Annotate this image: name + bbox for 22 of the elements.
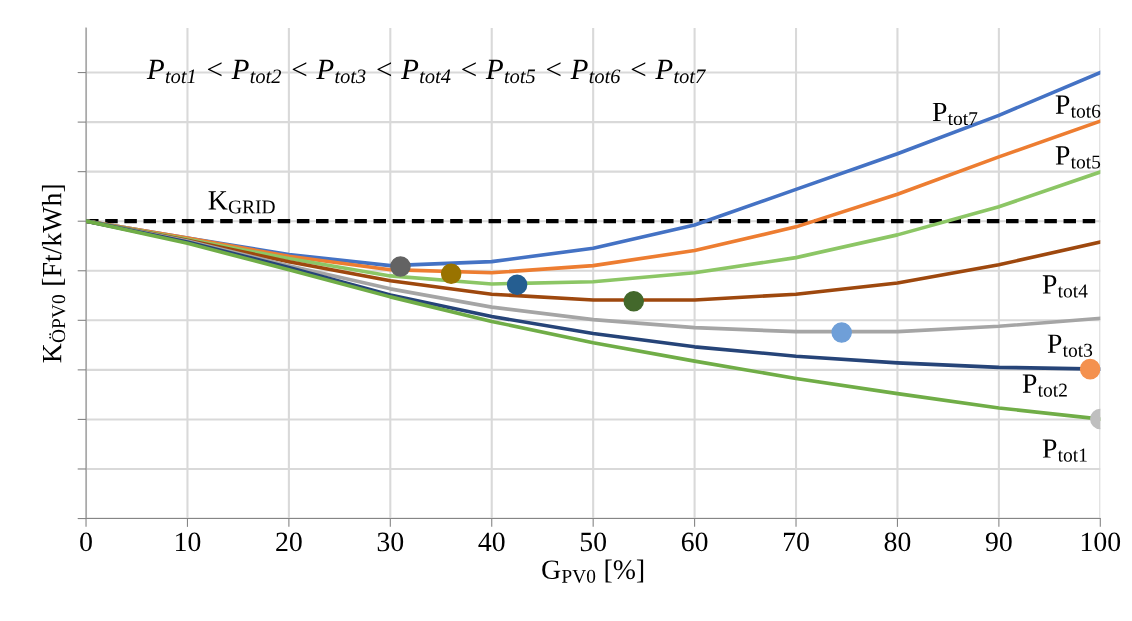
x-tick-label: 90: [985, 532, 1012, 552]
x-tick-label: 30: [377, 532, 404, 552]
x-tick-label: 100: [1081, 532, 1121, 552]
x-axis-title: G$_{PV0}$ [%]: [542, 559, 644, 583]
x-tick-label: 80: [884, 532, 911, 552]
x-tick-label: 0: [80, 532, 92, 552]
x-tick-label: 40: [478, 532, 505, 552]
x-tick-label: 50: [580, 532, 606, 552]
ref-line-label: K$_{GRID}$: [208, 191, 275, 214]
series-label: P$_{tot5}$: [1055, 146, 1101, 169]
x-tick-label: 20: [276, 532, 302, 552]
x-tick-label: 60: [681, 532, 708, 552]
series-label: P$_{tot2}$: [1022, 374, 1067, 397]
series-label: P$_{tot4}$: [1042, 275, 1088, 298]
series-label: P$_{tot7}$: [932, 102, 978, 126]
text: P$_{tot1}$ < P$_{tot2}$ < P$_{tot3}$ < P$_{tot4}$ < P$_{tot5}$ < P$_{tot6}$ < P$_{tot7}$: [146, 59, 706, 84]
series-label: P$_{tot3}$: [1047, 334, 1093, 357]
series-label: P$_{tot1}$: [1042, 439, 1087, 462]
y-axis-title: K$_{ÖPV0}$ [Ft/kWh]: [41, 185, 66, 363]
series-label: P$_{tot6}$: [1055, 95, 1101, 118]
x-tick-label: 70: [783, 532, 809, 552]
x-tick-label: 10: [176, 532, 201, 552]
